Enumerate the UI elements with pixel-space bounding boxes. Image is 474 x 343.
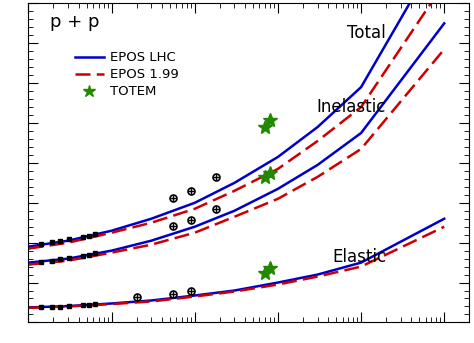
Legend: EPOS LHC, EPOS 1.99, TOTEM: EPOS LHC, EPOS 1.99, TOTEM [75,51,179,98]
Text: Elastic: Elastic [332,248,386,265]
Text: p + p: p + p [50,13,100,31]
Text: Total: Total [347,24,386,42]
Text: Inelastic: Inelastic [317,98,386,116]
